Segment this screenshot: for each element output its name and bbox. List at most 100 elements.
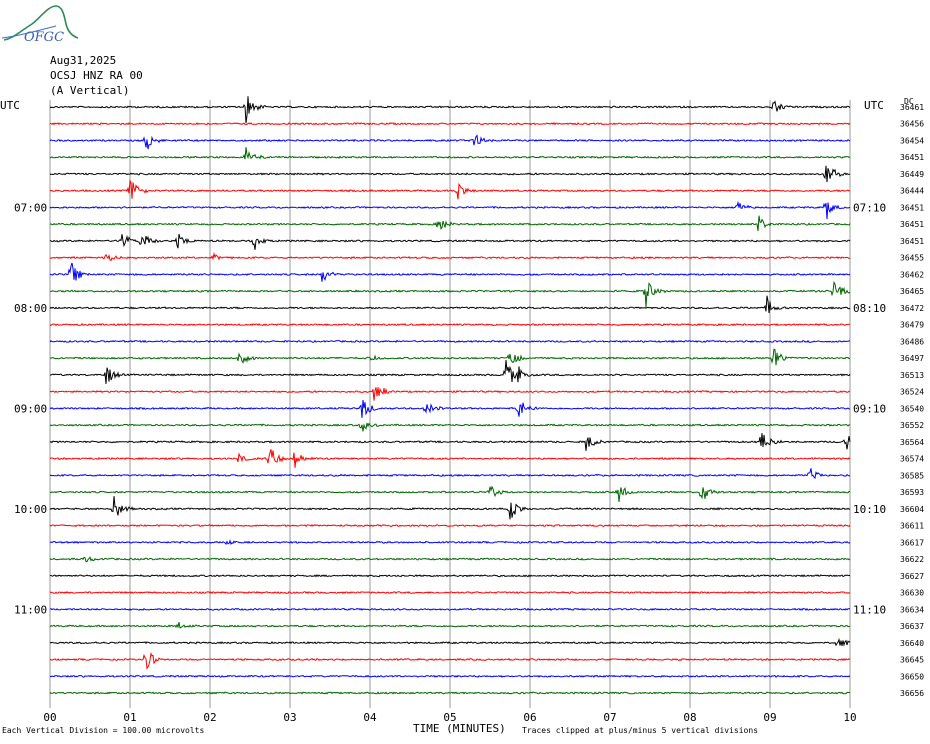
dc-label: DC	[904, 97, 914, 106]
dc-offset-6: 36451	[900, 203, 924, 212]
dc-offset-35: 36656	[900, 689, 924, 698]
left-time-label: 07:00	[14, 201, 47, 214]
dc-offset-5: 36444	[900, 187, 924, 196]
header-date: Aug31,2025	[50, 54, 117, 67]
dc-offset-32: 36640	[900, 639, 924, 648]
dc-offset-28: 36627	[900, 572, 924, 581]
trace-14	[49, 339, 851, 344]
right-time-label: 07:10	[853, 201, 886, 214]
right-time-label: 11:10	[853, 603, 886, 616]
x-tick-04: 04	[363, 711, 377, 724]
right-time-label: 08:10	[853, 302, 886, 315]
dc-offset-10: 36462	[900, 270, 924, 279]
trace-13	[49, 322, 850, 327]
x-axis-title: TIME (MINUTES)	[413, 722, 506, 735]
dc-offset-23: 36593	[900, 488, 924, 497]
dc-offset-26: 36617	[900, 538, 924, 547]
x-tick-10: 10	[843, 711, 856, 724]
trace-29	[49, 590, 851, 595]
footer-left-note: Each Vertical Division = 100.00 microvol…	[2, 726, 205, 735]
dc-offset-30: 36634	[900, 605, 924, 614]
trace-33	[49, 652, 851, 670]
trace-20	[49, 433, 851, 451]
trace-5	[49, 178, 851, 200]
dc-offset-18: 36540	[900, 404, 924, 413]
dc-offset-31: 36637	[900, 622, 924, 631]
trace-30	[49, 607, 851, 611]
trace-24	[49, 496, 851, 520]
dc-offset-15: 36497	[900, 354, 924, 363]
dc-offset-22: 36585	[900, 471, 924, 480]
dc-offset-7: 36451	[900, 220, 924, 229]
trace-1	[49, 122, 851, 126]
trace-10	[49, 262, 851, 282]
left-time-label: 11:00	[14, 603, 47, 616]
dc-offset-0: 36461	[900, 103, 924, 112]
dc-offset-1: 36456	[900, 120, 924, 129]
dc-offset-27: 36622	[900, 555, 924, 564]
dc-offset-25: 36611	[900, 522, 924, 531]
trace-12	[49, 295, 851, 313]
dc-offset-33: 36645	[900, 656, 924, 665]
trace-19	[49, 422, 851, 432]
x-tick-07: 07	[603, 711, 616, 724]
trace-23	[49, 485, 850, 503]
right-axis-label: UTC	[864, 99, 884, 112]
trace-11	[49, 280, 851, 308]
x-tick-06: 06	[523, 711, 536, 724]
left-time-label: 10:00	[14, 503, 47, 516]
dc-offset-12: 36472	[900, 304, 924, 313]
dc-offset-34: 36650	[900, 672, 924, 681]
trace-22	[49, 468, 851, 480]
dc-offset-21: 36574	[900, 455, 924, 464]
trace-7	[49, 215, 851, 232]
x-tick-08: 08	[683, 711, 696, 724]
trace-9	[49, 251, 850, 262]
trace-15	[49, 348, 851, 366]
trace-26	[49, 539, 851, 546]
trace-25	[49, 524, 851, 528]
trace-31	[49, 622, 851, 629]
trace-32	[49, 637, 851, 647]
dc-offset-29: 36630	[900, 589, 924, 598]
dc-offset-19: 36552	[900, 421, 924, 430]
right-time-label: 09:10	[853, 402, 886, 415]
dc-offset-2: 36454	[900, 136, 924, 145]
trace-27	[49, 556, 851, 563]
trace-2	[49, 134, 851, 150]
x-tick-05: 05	[443, 711, 456, 724]
footer-right-note: Traces clipped at plus/minus 5 vertical …	[522, 726, 759, 735]
trace-35	[49, 691, 851, 695]
dc-offset-24: 36604	[900, 505, 924, 514]
x-tick-09: 09	[763, 711, 776, 724]
trace-4	[49, 165, 851, 183]
dc-offset-13: 36479	[900, 321, 924, 330]
dc-offset-16: 36513	[900, 371, 924, 380]
trace-3	[49, 147, 851, 160]
dc-offset-8: 36451	[900, 237, 924, 246]
dc-offset-3: 36451	[900, 153, 924, 162]
trace-34	[49, 674, 851, 678]
dc-offset-17: 36524	[900, 388, 924, 397]
trace-28	[49, 574, 851, 578]
x-tick-01: 01	[123, 711, 136, 724]
trace-17	[49, 387, 851, 401]
header-station: OCSJ HNZ RA 00	[50, 69, 143, 82]
left-axis-label: UTC	[0, 99, 20, 112]
x-tick-03: 03	[283, 711, 296, 724]
dc-offset-11: 36465	[900, 287, 924, 296]
left-time-label: 09:00	[14, 402, 47, 415]
left-time-label: 08:00	[14, 302, 47, 315]
dc-offset-9: 36455	[900, 254, 924, 263]
dc-offset-20: 36564	[900, 438, 924, 447]
right-time-label: 10:10	[853, 503, 886, 516]
trace-21	[49, 449, 851, 468]
trace-6	[49, 200, 851, 220]
trace-18	[49, 399, 851, 418]
dc-offset-4: 36449	[900, 170, 924, 179]
logo-text: OFGC	[24, 30, 64, 45]
trace-0	[49, 96, 851, 124]
x-tick-00: 00	[43, 711, 56, 724]
dc-offset-14: 36486	[900, 337, 924, 346]
